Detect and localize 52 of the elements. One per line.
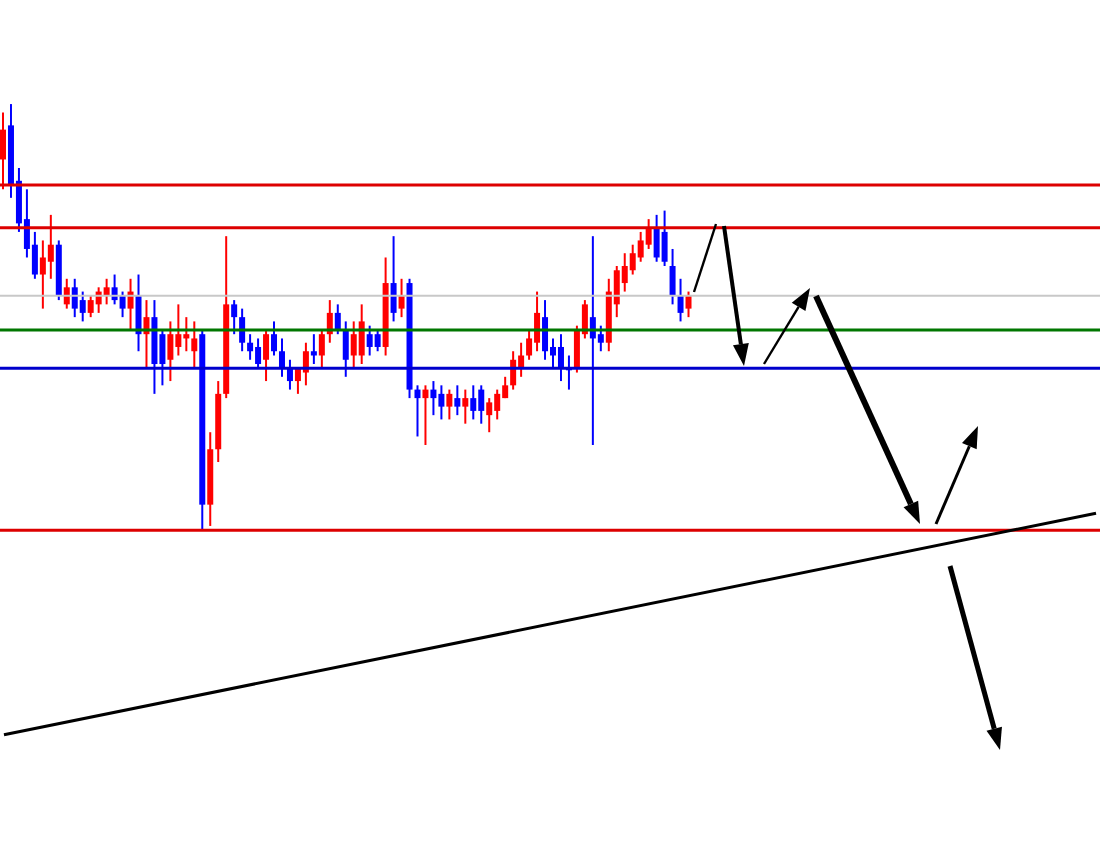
candlestick [87, 294, 94, 319]
candlestick [446, 388, 453, 421]
candlestick [661, 209, 668, 268]
candlestick [518, 341, 525, 378]
candlestick [239, 307, 246, 353]
candlestick [486, 397, 493, 434]
candlestick [430, 380, 437, 417]
candlestick [278, 337, 285, 378]
candlestick [191, 320, 198, 370]
candlestick [478, 384, 485, 425]
candlestick [103, 277, 110, 306]
candlestick [263, 328, 270, 383]
candlestick [0, 111, 6, 191]
candlestick [494, 388, 501, 421]
candlestick [167, 320, 174, 383]
candlestick [390, 235, 397, 323]
candlestick [557, 333, 564, 383]
candlestick [39, 239, 46, 310]
candlestick [358, 303, 365, 366]
candlestick [342, 320, 349, 378]
candlestick [462, 388, 469, 425]
candlestick [398, 277, 405, 319]
candlestick [151, 299, 158, 395]
candlestick [119, 290, 126, 319]
candlestick [677, 277, 684, 323]
candlestick [366, 324, 373, 357]
candlestick [183, 316, 190, 353]
candlestick [47, 213, 54, 280]
candlestick [637, 230, 644, 263]
candlestick [470, 384, 477, 421]
candlestick [310, 333, 317, 366]
candlestick [653, 213, 660, 263]
candlestick [685, 290, 692, 319]
candlestick [255, 337, 262, 370]
candlestick [79, 290, 86, 323]
candlestick [175, 303, 182, 357]
candlestick [231, 299, 238, 336]
candlestick [597, 324, 604, 353]
candlestick [271, 320, 278, 357]
candlestick [534, 290, 541, 353]
candlestick [629, 243, 636, 276]
candlestick [669, 247, 676, 306]
candlestick [71, 277, 78, 319]
candlestick [542, 299, 549, 361]
candlestick [454, 384, 461, 417]
candlestick [645, 218, 652, 250]
candlestick [422, 384, 429, 446]
candlestick [438, 384, 445, 421]
candlestick [350, 320, 357, 370]
candlestick [318, 328, 325, 370]
candlestick [247, 333, 254, 361]
candlestick [374, 328, 381, 353]
